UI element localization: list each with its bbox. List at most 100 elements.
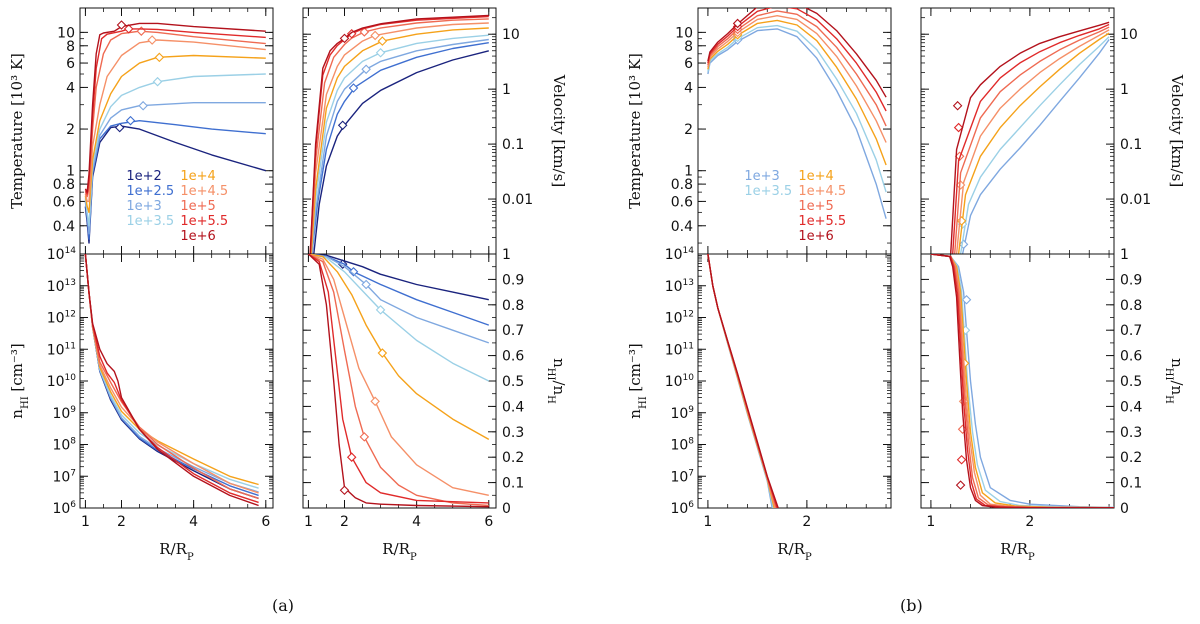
x-tick-label: 4 <box>189 514 198 530</box>
y-tick-label: 1014 <box>47 246 77 263</box>
y-tick-label: 0.6 <box>671 194 693 210</box>
series-marker-1e+5.5 <box>346 452 357 462</box>
y-tick-label: 0.8 <box>502 298 524 314</box>
x-tick-label: 1 <box>703 514 712 530</box>
series-marker-1e+2.5 <box>348 267 359 277</box>
y-tick-label: 1014 <box>665 246 695 263</box>
series-line-1e+6 <box>84 254 259 507</box>
y-axis-label: Temperature [10³ K] <box>626 53 644 209</box>
series-line-1e+4 <box>707 19 887 166</box>
plot-frame <box>697 253 892 509</box>
y-axis-label: Velocity [km/s] <box>1168 74 1186 187</box>
series-line-1e+3.5 <box>84 73 266 227</box>
series-marker-1e+2 <box>114 122 125 133</box>
series-marker-1e+5.5 <box>123 24 134 34</box>
y-tick-label: 1012 <box>665 310 694 327</box>
y-tick-label: 0.01 <box>502 192 533 208</box>
y-tick-label: 0.3 <box>502 425 524 441</box>
y-tick-label: 106 <box>670 500 694 517</box>
y-tick-label: 0.8 <box>671 177 693 193</box>
y-tick-label: 1012 <box>47 310 76 327</box>
series-line-1e+5.5 <box>707 254 778 508</box>
y-tick-label: 0.5 <box>502 374 524 390</box>
series-line-1e+3.5 <box>310 34 489 254</box>
series-group <box>84 254 259 507</box>
x-tick-label: 6 <box>484 514 493 530</box>
legend-entry-1e+4.5: 1e+4.5 <box>798 184 846 199</box>
legend-entry-1e+5: 1e+5 <box>798 199 833 214</box>
legend-entry-1e+4.5: 1e+4.5 <box>180 184 228 199</box>
series-marker-1e+4.5 <box>370 396 380 407</box>
y-tick-label: 0.1 <box>1120 137 1142 153</box>
plot-frame <box>920 253 1115 509</box>
series-marker-1e+6 <box>339 485 350 495</box>
y-axis-label: nHI [cm⁻³] <box>626 343 649 418</box>
y-tick-label: 10 <box>57 25 75 41</box>
series-line-1e+6 <box>930 254 1114 508</box>
series-line-1e+3 <box>311 38 489 254</box>
y-tick-label: 108 <box>52 437 76 454</box>
panel-b-nhi: 106 107 108 109 1010 1011 1012 1013 1014 1 2 nHI [c… <box>626 246 892 563</box>
series-marker-1e+4.5 <box>370 30 380 41</box>
y-tick-label: 0.4 <box>1120 399 1142 415</box>
series-line-1e+5.5 <box>307 254 489 504</box>
series-line-1e+5 <box>707 10 887 127</box>
series-marker-1e+3 <box>361 64 371 75</box>
y-axis-label: nHI/nH <box>546 358 569 404</box>
y-tick-label: 0.8 <box>53 177 75 193</box>
series-line-1e+4 <box>308 254 490 441</box>
x-axis-label: R/RP <box>382 540 417 563</box>
y-tick-label: 0.6 <box>502 349 524 365</box>
series-line-1e+3 <box>707 28 887 219</box>
series-marker-1e+5 <box>359 432 370 442</box>
y-tick-label: 0.1 <box>502 476 524 492</box>
series-line-1e+4.5 <box>308 254 489 496</box>
series-marker-1e+4 <box>154 52 165 63</box>
series-marker-1e+6 <box>955 480 966 490</box>
y-axis-label: nHI/nH <box>1164 358 1187 404</box>
y-tick-label: 0 <box>502 501 511 517</box>
series-group <box>84 20 266 244</box>
y-tick-label: 10 <box>1120 27 1138 43</box>
y-tick-label: 109 <box>670 405 694 422</box>
series-line-1e+5.5 <box>84 254 259 504</box>
series-line-1e+5 <box>84 30 266 198</box>
y-tick-label: 1011 <box>665 341 694 358</box>
series-line-1e+2.5 <box>311 42 489 254</box>
y-tick-label: 1011 <box>47 341 76 358</box>
x-tick-label: 2 <box>802 514 811 530</box>
series-group <box>707 254 779 508</box>
y-tick-label: 0.8 <box>1120 298 1142 314</box>
series-line-1e+3 <box>961 39 1110 254</box>
y-tick-label: 0 <box>1120 501 1129 517</box>
plot-frame <box>79 253 274 509</box>
y-tick-label: 6 <box>66 56 75 72</box>
series-group <box>950 21 1110 254</box>
y-tick-label: 8 <box>684 39 693 55</box>
series-marker-1e+6 <box>116 20 127 30</box>
y-tick-label: 0.4 <box>502 399 524 415</box>
series-marker-1e+5.5 <box>953 122 964 133</box>
series-line-1e+3.5 <box>308 254 490 382</box>
series-marker-1e+6 <box>952 100 963 111</box>
series-marker-1e+3 <box>138 100 148 111</box>
series-line-1e+6 <box>84 22 266 193</box>
series-group <box>309 14 489 254</box>
legend-entry-1e+3.5: 1e+3.5 <box>126 214 174 229</box>
y-tick-label: 108 <box>670 437 694 454</box>
y-tick-label: 0.1 <box>502 137 524 153</box>
legend-entry-1e+5.5: 1e+5.5 <box>180 214 228 229</box>
x-tick-label: 2 <box>117 514 126 530</box>
panel-b-vel: 0.01 0.1 1 10 Velocity [km/s] <box>920 7 1186 255</box>
y-tick-label: 1 <box>684 164 693 180</box>
series-line-1e+3 <box>930 254 1114 508</box>
series-line-1e+5.5 <box>84 28 266 195</box>
y-tick-label: 0.6 <box>1120 349 1142 365</box>
y-tick-label: 1013 <box>47 278 76 295</box>
legend-entry-1e+2: 1e+2 <box>126 169 161 184</box>
x-tick-label: 1 <box>926 514 935 530</box>
series-line-1e+5.5 <box>952 23 1110 254</box>
series-line-1e+4.5 <box>309 22 489 254</box>
